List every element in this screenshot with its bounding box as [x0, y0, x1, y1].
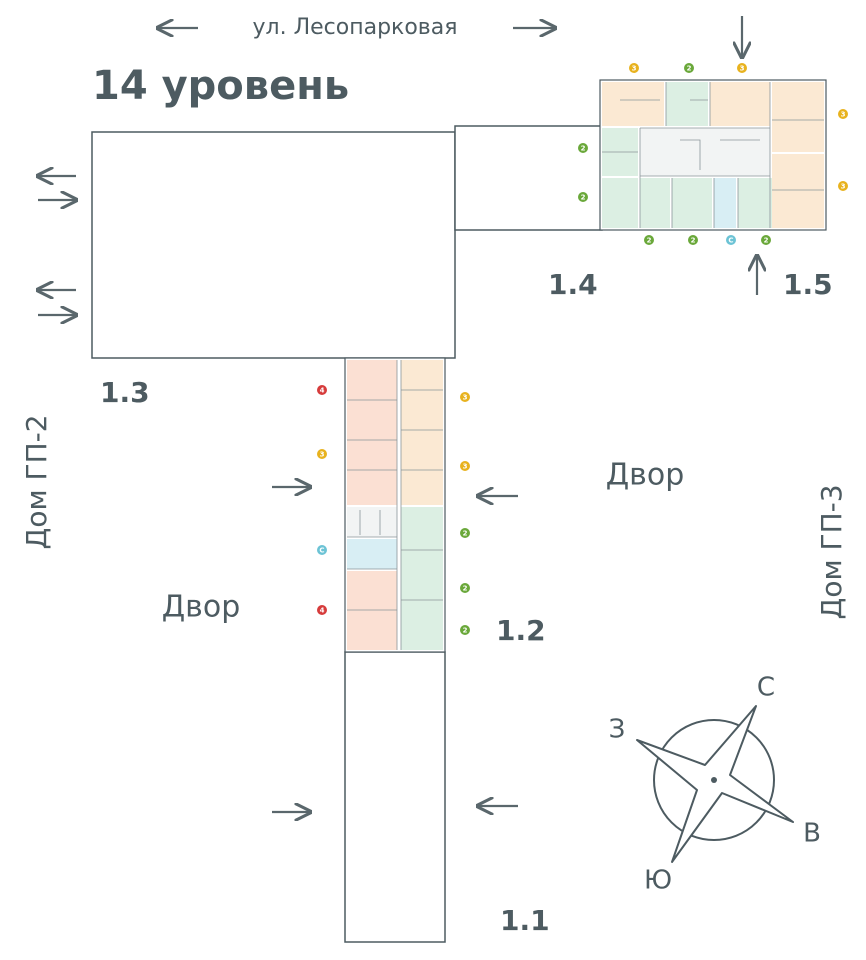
badge	[460, 392, 470, 402]
badge	[629, 63, 639, 73]
compass-label: В	[803, 819, 821, 849]
section-label: 1.1	[500, 904, 550, 937]
section-label: 1.4	[548, 268, 598, 301]
compass-label: Ю	[644, 866, 672, 896]
section-1-4	[454, 125, 603, 231]
badge-label: 2	[764, 237, 769, 245]
section-1-1	[344, 651, 446, 943]
yard-label: Двор	[162, 590, 241, 625]
badge-label: 4	[320, 387, 325, 395]
badge-label: 3	[463, 463, 468, 471]
arrows	[38, 16, 757, 812]
badge-label: 3	[632, 65, 637, 73]
badge-label: 2	[687, 65, 692, 73]
badge	[761, 235, 771, 245]
badge	[578, 143, 588, 153]
badge-label: 3	[740, 65, 745, 73]
badge	[726, 235, 736, 245]
badge-label: 3	[841, 183, 846, 191]
neighbor-label: Дом ГП-3	[815, 484, 848, 619]
badge	[737, 63, 747, 73]
badge	[317, 385, 327, 395]
badge-label: 2	[581, 145, 586, 153]
section-label: 1.2	[496, 614, 546, 647]
yard-label: Двор	[606, 458, 685, 493]
badge-label: 3	[841, 111, 846, 119]
badge	[317, 545, 327, 555]
badge	[644, 235, 654, 245]
badge-label: 3	[320, 451, 325, 459]
neighbor-label: Дом ГП-2	[20, 414, 53, 549]
badge	[578, 192, 588, 202]
compass-label: З	[609, 715, 626, 745]
badge-label: 2	[691, 237, 696, 245]
badge	[317, 605, 327, 615]
section-label: 1.3	[100, 376, 150, 409]
badge-label: 3	[463, 394, 468, 402]
badge-label: 2	[463, 627, 468, 635]
badge	[317, 449, 327, 459]
badge-label: 2	[463, 585, 468, 593]
section-1-3	[91, 131, 456, 359]
compass	[636, 705, 794, 863]
badge	[460, 625, 470, 635]
badge	[460, 583, 470, 593]
badge	[688, 235, 698, 245]
compass-label: С	[757, 673, 775, 703]
badge-label: С	[319, 547, 324, 555]
badge	[684, 63, 694, 73]
badge-label: 4	[320, 607, 325, 615]
level-title: 14 уровень	[92, 63, 349, 109]
badge	[838, 181, 848, 191]
street-name: ул. Лесопарковая	[253, 15, 458, 40]
badge-label: 2	[647, 237, 652, 245]
section-label: 1.5	[783, 268, 833, 301]
buildings	[91, 79, 827, 943]
badge-label: 2	[581, 194, 586, 202]
badge	[460, 461, 470, 471]
badge-label: С	[728, 237, 733, 245]
section-1-5-plan	[599, 79, 827, 231]
section-1-2-plan	[344, 357, 446, 653]
badge-label: 2	[463, 530, 468, 538]
apartment-badges: 3 2 3 3 2 2 3 2 2 С 2 4 3 3 3 С 2 4 2 2	[317, 63, 848, 635]
badge	[460, 528, 470, 538]
badge	[838, 109, 848, 119]
